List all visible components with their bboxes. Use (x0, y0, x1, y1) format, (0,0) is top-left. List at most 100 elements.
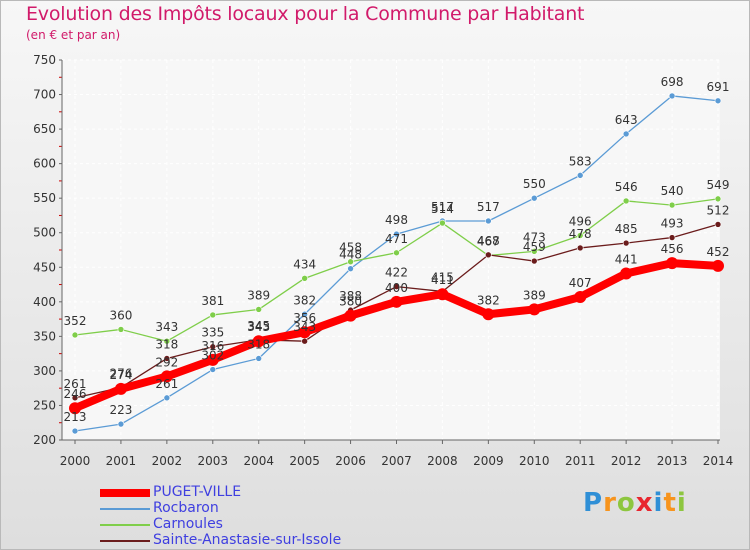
data-point (71, 427, 79, 435)
data-label: 691 (707, 80, 730, 94)
data-label: 434 (293, 257, 316, 271)
data-label: 498 (385, 213, 408, 227)
data-label: 343 (247, 320, 270, 334)
data-point (485, 251, 492, 259)
data-point (209, 311, 217, 319)
data-label: 389 (247, 288, 270, 302)
data-point (163, 355, 171, 362)
data-point (393, 230, 400, 238)
data-label: 261 (155, 377, 178, 391)
data-label: 381 (201, 294, 224, 308)
data-label: 517 (431, 200, 454, 214)
data-label: 318 (155, 337, 178, 351)
data-point (622, 130, 630, 138)
x-tick-label: 2004 (243, 454, 274, 468)
y-tick-label: 700 (33, 88, 56, 102)
logo-letter: i (653, 488, 664, 518)
data-point (668, 201, 676, 209)
data-point (344, 309, 357, 322)
data-point (528, 303, 541, 316)
data-label: 422 (385, 266, 408, 280)
legend-swatch (100, 540, 150, 542)
data-label: 546 (615, 180, 638, 194)
data-label: 448 (339, 248, 362, 262)
legend-label: Carnoules (153, 516, 223, 532)
y-tick-label: 650 (33, 122, 56, 136)
data-point (436, 288, 449, 301)
data-point (622, 239, 630, 247)
y-tick-label: 200 (33, 433, 56, 447)
data-point (163, 337, 171, 345)
data-label: 411 (431, 273, 454, 287)
chart-subtitle: (en € et par an) (26, 28, 121, 42)
data-point (390, 295, 403, 308)
data-point (482, 308, 495, 321)
data-label: 343 (293, 320, 316, 334)
data-label: 382 (293, 293, 316, 307)
data-point (117, 420, 125, 428)
data-point (576, 232, 584, 239)
data-label: 345 (247, 319, 270, 333)
logo-letter: r (603, 488, 617, 518)
data-labels: 213 223 261 302 318 382 448 498 517 517 550 583 643 6… (64, 75, 730, 424)
data-point (114, 382, 127, 395)
data-label: 549 (707, 178, 730, 192)
data-label: 274 (109, 368, 132, 382)
y-tick-label: 500 (33, 226, 56, 240)
data-label: 400 (385, 281, 408, 295)
data-label: 302 (201, 349, 224, 363)
data-label: 643 (615, 113, 638, 127)
data-point (668, 234, 676, 241)
data-point (206, 353, 219, 366)
data-point (574, 290, 587, 303)
data-point (255, 355, 263, 362)
data-label: 698 (661, 75, 684, 89)
data-label: 467 (477, 235, 500, 249)
data-point (714, 221, 722, 228)
y-tick-label: 400 (33, 295, 56, 309)
data-point (209, 366, 217, 373)
data-label: 471 (385, 232, 408, 246)
data-point (347, 258, 354, 266)
x-tick-label: 2009 (473, 454, 504, 468)
data-point (301, 310, 308, 318)
x-tick-label: 2005 (289, 454, 320, 468)
data-point (301, 275, 308, 282)
legend-swatch (100, 508, 150, 510)
data-point (71, 331, 79, 339)
data-label: 389 (523, 288, 546, 302)
data-label: 512 (707, 203, 730, 217)
data-point (712, 259, 724, 272)
data-label: 496 (569, 214, 592, 228)
data-label: 583 (569, 154, 592, 168)
data-point (666, 257, 679, 270)
data-point (209, 343, 217, 351)
data-label: 550 (523, 177, 546, 191)
data-point (714, 195, 722, 203)
y-tick-label: 350 (33, 329, 56, 343)
x-tick-label: 2008 (427, 454, 458, 468)
data-label: 352 (64, 314, 87, 328)
data-point (439, 219, 446, 227)
y-tick-label: 600 (33, 157, 56, 171)
data-point (714, 97, 722, 105)
data-label: 356 (293, 311, 316, 325)
data-label: 407 (569, 276, 592, 290)
data-label: 485 (615, 222, 638, 236)
data-point (530, 194, 538, 202)
x-tick-label: 2001 (106, 454, 137, 468)
logo-letter: P (583, 488, 604, 518)
legend-swatch (100, 489, 150, 497)
series-layer (69, 92, 724, 435)
data-label: 318 (247, 337, 270, 351)
x-tick-label: 2010 (519, 454, 550, 468)
logo-letter: t (663, 488, 677, 518)
data-label: 473 (523, 230, 546, 244)
data-point (252, 335, 265, 348)
data-label: 540 (661, 184, 684, 198)
data-point (620, 267, 633, 280)
data-label: 456 (661, 242, 684, 256)
data-point (160, 370, 173, 383)
data-label: 388 (339, 289, 362, 303)
